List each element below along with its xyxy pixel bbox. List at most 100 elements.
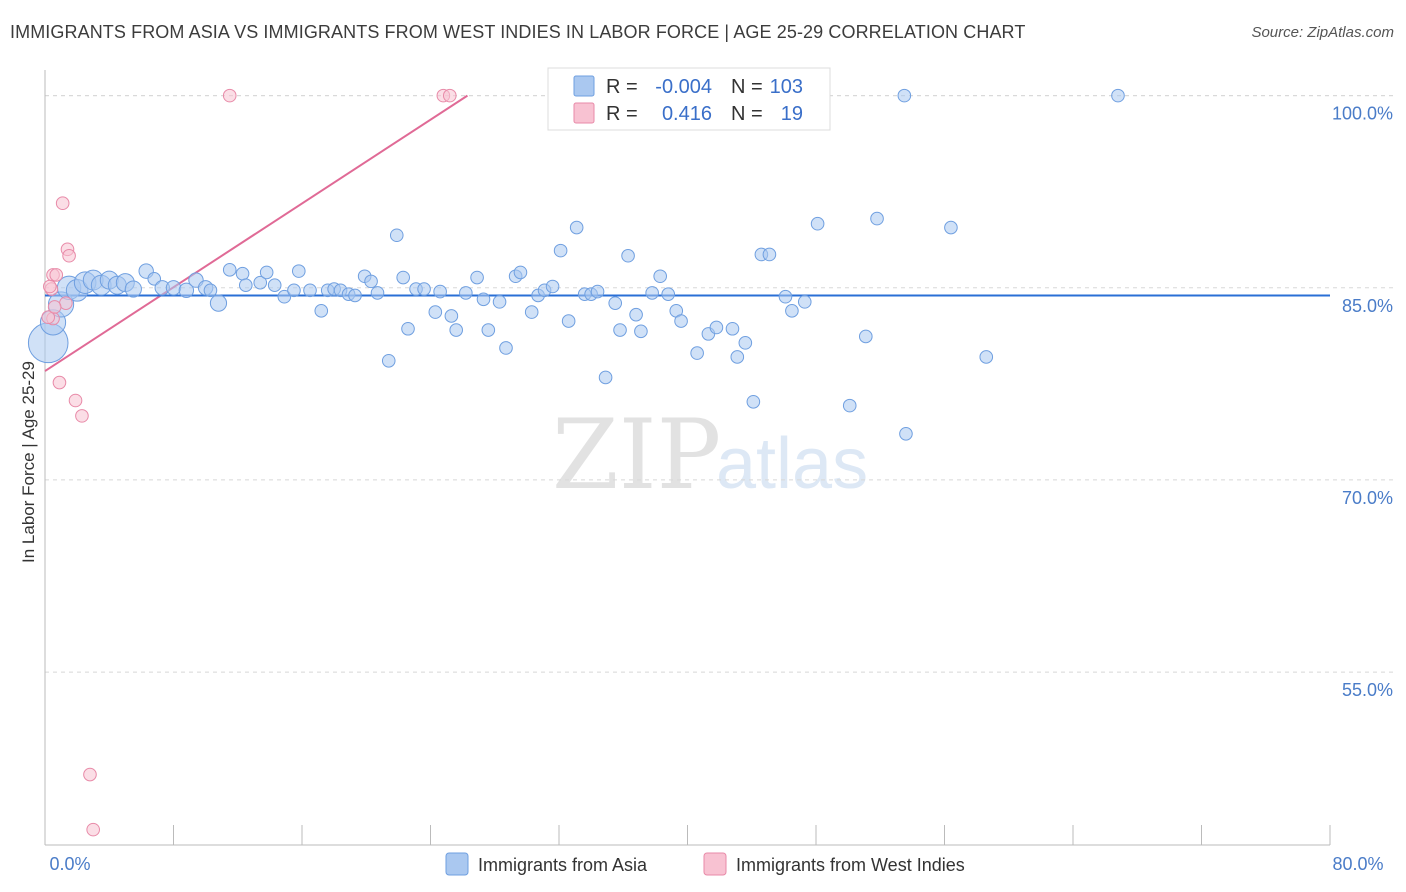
data-point-asia — [730, 350, 745, 364]
data-point-asia — [165, 280, 182, 296]
y-tick-label: 100.0% — [1332, 104, 1393, 124]
y-tick-label: 85.0% — [1342, 296, 1393, 316]
trend-line-west-indies — [44, 94, 468, 372]
data-point-asia — [858, 329, 873, 344]
data-point-west-indies — [442, 88, 457, 103]
data-point-asia — [370, 286, 385, 300]
data-point-asia — [449, 323, 464, 337]
data-point-asia — [381, 353, 396, 368]
data-point-asia — [259, 265, 274, 280]
watermark-atlas: atlas — [716, 424, 868, 504]
data-point-asia — [842, 398, 857, 413]
data-point-asia — [209, 294, 228, 312]
bottom-legend-swatch-asia — [445, 852, 469, 876]
data-point-asia — [746, 394, 761, 409]
x-tick-min: 0.0% — [49, 854, 90, 874]
data-point-asia — [235, 266, 250, 281]
data-point-asia — [738, 336, 753, 350]
legend-r-label-asia: R = — [606, 76, 638, 98]
legend-swatch-asia — [573, 75, 595, 97]
data-point-asia — [364, 274, 378, 289]
legend-n-label-asia: N = — [731, 76, 763, 98]
data-point-asia — [476, 292, 491, 307]
data-point-asia — [253, 275, 268, 290]
series-legend: Immigrants from Asia Immigrants from Wes… — [445, 852, 965, 876]
data-point-asia — [417, 282, 431, 296]
legend-box — [547, 67, 831, 131]
data-point-west-indies — [86, 822, 100, 837]
data-point-asia — [725, 321, 740, 336]
data-point-asia — [590, 284, 605, 299]
data-point-asia — [1111, 88, 1125, 103]
data-point-asia — [810, 216, 825, 231]
chart-title: IMMIGRANTS FROM ASIA VS IMMIGRANTS FROM … — [10, 22, 1026, 42]
legend-r-value-asia: -0.004 — [655, 76, 712, 98]
data-point-asia — [459, 286, 473, 300]
data-point-asia — [608, 296, 623, 310]
data-point-asia — [629, 307, 643, 322]
data-point-asia — [778, 289, 793, 304]
legend-r-value-west-indies: 0.416 — [662, 103, 712, 125]
data-point-west-indies — [55, 196, 70, 211]
data-point-west-indies — [75, 409, 89, 423]
data-point-asia — [797, 295, 812, 309]
data-point-asia — [513, 265, 528, 280]
data-point-asia — [545, 279, 560, 294]
data-point-asia — [785, 304, 799, 318]
data-point-asia — [444, 309, 459, 323]
points-west-indies — [41, 88, 457, 837]
data-point-asia — [674, 314, 688, 328]
data-point-asia — [203, 283, 218, 298]
data-point-asia — [634, 324, 648, 339]
data-point-asia — [287, 283, 301, 298]
data-point-asia — [470, 270, 484, 285]
data-point-asia — [267, 278, 282, 293]
data-point-asia — [690, 346, 704, 360]
data-point-asia — [222, 263, 237, 277]
data-point-asia — [428, 305, 443, 319]
data-point-asia — [389, 228, 404, 243]
data-point-asia — [481, 323, 496, 337]
bottom-legend-label-west-indies: Immigrants from West Indies — [736, 855, 965, 875]
grid-lines — [45, 95, 1395, 673]
legend-n-value-west-indies: 19 — [781, 103, 803, 125]
data-point-asia — [277, 289, 292, 304]
y-tick-label: 70.0% — [1342, 488, 1393, 508]
watermark-zip: ZIP — [552, 399, 721, 511]
data-point-asia — [598, 370, 613, 385]
data-point-asia — [897, 88, 912, 103]
x-tick-max: 80.0% — [1332, 854, 1383, 874]
data-point-west-indies — [52, 375, 67, 390]
data-point-asia — [492, 295, 507, 309]
data-point-asia — [124, 280, 142, 298]
legend-swatch-west-indies — [573, 102, 595, 124]
points-asia — [27, 88, 1125, 441]
data-point-asia — [944, 220, 958, 235]
data-point-west-indies — [43, 279, 57, 294]
y-axis-label: In Labor Force | Age 25-29 — [19, 361, 38, 563]
data-point-asia — [870, 211, 884, 226]
data-point-west-indies — [59, 296, 73, 310]
bottom-legend-label-asia: Immigrants from Asia — [478, 855, 648, 875]
data-point-west-indies — [47, 300, 62, 314]
data-point-west-indies — [62, 248, 76, 263]
data-point-asia — [561, 314, 576, 328]
y-tick-labels: 55.0% 70.0% 85.0% 100.0% — [1332, 104, 1393, 700]
legend-n-label-west-indies: N = — [731, 103, 763, 125]
data-point-asia — [762, 247, 777, 262]
data-point-asia — [621, 248, 635, 263]
data-point-asia — [653, 269, 667, 284]
source-label: Source: ZipAtlas.com — [1251, 24, 1394, 41]
correlation-legend: R = -0.004 N = 103 R = 0.416 N = 19 — [547, 67, 831, 131]
data-point-asia — [524, 305, 539, 319]
data-point-asia — [238, 278, 253, 293]
data-point-west-indies — [83, 767, 97, 782]
data-point-west-indies — [49, 268, 64, 282]
data-point-asia — [396, 270, 410, 285]
data-point-asia — [553, 243, 568, 258]
data-point-asia — [348, 288, 362, 303]
data-point-west-indies — [41, 310, 56, 325]
data-point-asia — [303, 283, 317, 298]
data-point-asia — [499, 341, 513, 355]
